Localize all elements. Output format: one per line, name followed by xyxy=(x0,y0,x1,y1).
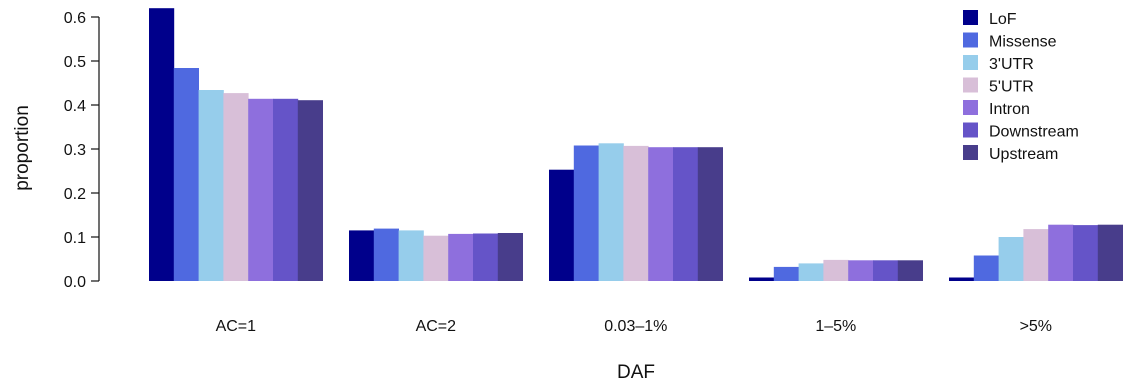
y-axis-title: proportion xyxy=(12,105,33,191)
bar xyxy=(223,93,249,281)
bar xyxy=(1073,225,1099,281)
bar xyxy=(549,169,575,281)
bar xyxy=(349,230,375,281)
legend-swatch xyxy=(963,122,978,138)
bar xyxy=(798,263,824,281)
y-axis: 0.0 0.1 0.2 0.3 0.4 0.5 0.6 xyxy=(64,10,100,291)
x-tick-label: AC=1 xyxy=(216,318,257,335)
bar xyxy=(473,233,499,281)
bar xyxy=(149,8,175,281)
bar xyxy=(949,277,975,281)
bar xyxy=(273,98,299,281)
bar xyxy=(697,147,723,281)
bar xyxy=(297,100,323,281)
y-tick-label: 0.6 xyxy=(64,10,86,27)
bar xyxy=(673,147,699,281)
legend: LoF Missense 3'UTR 5'UTR Intron Downstream Ups… xyxy=(963,10,1079,163)
x-tick-label: AC=2 xyxy=(416,318,457,335)
legend-label: Downstream xyxy=(989,124,1079,141)
bar xyxy=(373,228,399,281)
bar xyxy=(998,237,1024,281)
bar xyxy=(897,260,923,281)
bar xyxy=(198,90,224,281)
bar xyxy=(973,255,999,281)
bar xyxy=(573,145,599,281)
y-tick-label: 0.1 xyxy=(64,230,86,247)
bar xyxy=(773,266,799,281)
bars-group xyxy=(149,8,1123,281)
bar xyxy=(1048,224,1074,281)
legend-swatch xyxy=(963,77,978,93)
bar xyxy=(598,143,624,281)
bar xyxy=(848,260,874,281)
bar xyxy=(873,260,899,281)
legend-swatch xyxy=(963,32,978,48)
legend-label: Missense xyxy=(989,34,1057,51)
bar xyxy=(648,147,674,281)
legend-label: 5'UTR xyxy=(989,79,1034,96)
legend-swatch xyxy=(963,55,978,70)
y-tick-label: 0.3 xyxy=(64,142,86,159)
bar xyxy=(423,235,449,281)
bar xyxy=(398,230,424,281)
bar xyxy=(623,145,649,281)
x-tick-label: >5% xyxy=(1020,318,1052,335)
x-axis-title: DAF xyxy=(617,362,655,383)
x-tick-label: 1–5% xyxy=(815,318,856,335)
bar xyxy=(497,233,523,281)
legend-swatch xyxy=(963,145,978,160)
legend-swatch xyxy=(963,100,978,115)
bar xyxy=(1097,224,1123,281)
y-tick-label: 0.2 xyxy=(64,186,86,203)
legend-label: LoF xyxy=(989,11,1017,28)
bar xyxy=(448,233,474,281)
y-tick-label: 0.0 xyxy=(64,274,86,291)
bar xyxy=(823,259,849,281)
bar xyxy=(1023,229,1049,281)
x-axis: AC=1 AC=2 0.03–1% 1–5% >5% xyxy=(216,318,1052,335)
bar xyxy=(248,98,274,281)
bar xyxy=(173,68,199,281)
legend-swatch xyxy=(963,10,978,25)
y-tick-label: 0.5 xyxy=(64,54,86,71)
y-tick-label: 0.4 xyxy=(64,98,86,115)
legend-label: Upstream xyxy=(989,146,1058,163)
legend-label: Intron xyxy=(989,101,1030,118)
x-tick-label: 0.03–1% xyxy=(604,318,667,335)
bar xyxy=(749,277,775,281)
legend-label: 3'UTR xyxy=(989,56,1034,73)
